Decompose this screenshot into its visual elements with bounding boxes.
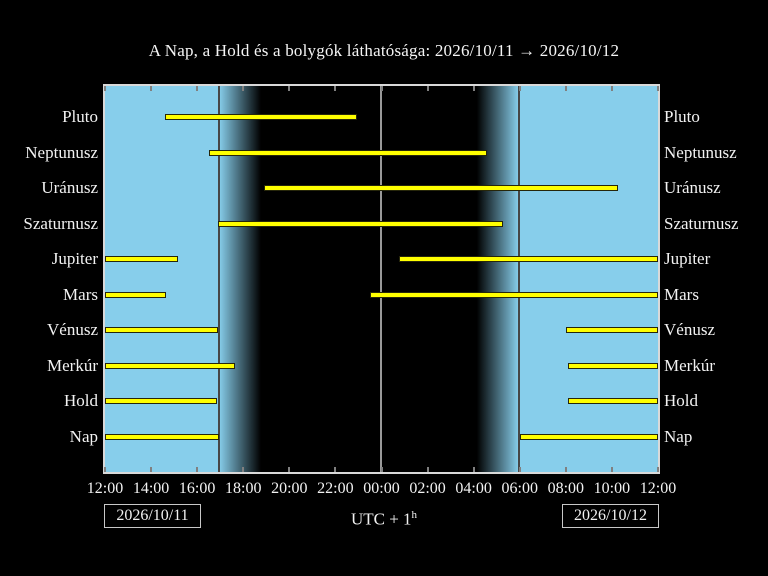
axis-tick [288, 86, 291, 91]
axis-tick [564, 86, 567, 91]
visibility-bar [217, 220, 503, 227]
row-label-left: Hold [64, 391, 98, 411]
visibility-bar [208, 149, 488, 156]
row-label-right: Hold [664, 391, 698, 411]
x-tick-label: 08:00 [547, 480, 585, 497]
axis-tick [288, 467, 291, 472]
axis-tick [104, 467, 106, 472]
row-labels-right: Pluto Neptunusz Uránusz Szaturnusz Jupiter Ma… [664, 86, 768, 472]
axis-tick [472, 86, 475, 91]
row-label-left: Pluto [62, 106, 98, 126]
x-tick-label: 22:00 [317, 480, 354, 497]
axis-tick [657, 86, 659, 91]
row-label-right: Szaturnusz [664, 213, 739, 233]
utc-offset-sup: h [411, 509, 418, 521]
row-label-right: Mars [664, 284, 699, 304]
axis-tick [150, 86, 153, 91]
visibility-bar [164, 113, 358, 120]
x-tick-label: 14:00 [132, 480, 170, 497]
visibility-bar [105, 398, 217, 405]
utc-offset-text: UTC + 1 [350, 509, 412, 529]
visibility-bar [568, 398, 658, 405]
row-label-left: Vénusz [47, 320, 98, 340]
row-label-right: Vénusz [664, 320, 715, 340]
row-label-left: Jupiter [51, 249, 98, 269]
axis-tick [196, 86, 199, 91]
x-tick-label: 20:00 [271, 480, 308, 497]
axis-tick [334, 467, 337, 472]
row-label-right: Pluto [664, 106, 700, 126]
visibility-bar [105, 327, 218, 334]
x-tick-label: 12:00 [639, 480, 677, 497]
axis-tick [242, 86, 245, 91]
midnight-line [380, 86, 383, 472]
axis-tick [518, 86, 521, 91]
x-tick-label: 18:00 [225, 480, 262, 497]
visibility-bar [105, 433, 220, 440]
sunset-line [218, 86, 221, 472]
row-labels-left: Pluto Neptunusz Uránusz Szaturnusz Jupiter Ma… [0, 86, 98, 472]
row-label-right: Neptunusz [664, 142, 737, 162]
axis-tick [242, 467, 245, 472]
axis-tick [610, 86, 613, 91]
axis-tick [426, 467, 429, 472]
axis-tick [518, 467, 521, 472]
plot-area [103, 84, 660, 474]
visibility-bar [566, 327, 658, 334]
visibility-bar [369, 291, 658, 298]
x-axis-labels: 12:00 14:00 16:00 18:00 20:00 22:00 00:00 02:00… [87, 480, 676, 500]
x-tick-label: 00:00 [363, 480, 400, 497]
row-label-right: Merkúr [664, 355, 715, 375]
axis-tick [564, 467, 567, 472]
visibility-bar [263, 185, 618, 192]
x-tick-label: 10:00 [593, 480, 631, 497]
row-label-left: Szaturnusz [23, 213, 98, 233]
visibility-bar [105, 362, 235, 369]
x-tick-label: 16:00 [178, 480, 216, 497]
x-tick-label: 06:00 [501, 480, 538, 497]
row-label-left: Uránusz [41, 178, 98, 198]
date-box-left: 2026/10/11 [104, 504, 201, 528]
row-label-left: Neptunusz [25, 142, 98, 162]
chart-title: A Nap, a Hold és a bolygók láthatósága: … [148, 41, 620, 60]
utc-offset-label: UTC + 1h [0, 509, 768, 530]
visibility-bar [399, 256, 658, 263]
x-tick-label: 02:00 [409, 480, 446, 497]
axis-tick [380, 467, 383, 472]
x-tick-label: 04:00 [455, 480, 492, 497]
visibility-bar [568, 362, 658, 369]
axis-tick [610, 467, 613, 472]
axis-tick [380, 86, 383, 91]
row-label-left: Mars [63, 284, 98, 304]
visibility-bar [105, 256, 179, 263]
axis-tick [472, 467, 475, 472]
sunrise-line [517, 86, 520, 472]
axis-tick [196, 467, 199, 472]
date-box-right: 2026/10/12 [562, 504, 659, 528]
axis-tick [426, 86, 429, 91]
axis-tick [334, 86, 337, 91]
visibility-bar [519, 433, 658, 440]
row-label-right: Uránusz [664, 178, 721, 198]
row-label-right: Nap [664, 426, 693, 446]
x-tick-label: 12:00 [86, 480, 124, 497]
row-label-left: Merkúr [47, 355, 98, 375]
row-label-left: Nap [69, 426, 98, 446]
axis-tick [104, 86, 106, 91]
row-label-right: Jupiter [664, 249, 711, 269]
visibility-bar [105, 291, 167, 298]
axis-tick [150, 467, 153, 472]
axis-tick [657, 467, 659, 472]
